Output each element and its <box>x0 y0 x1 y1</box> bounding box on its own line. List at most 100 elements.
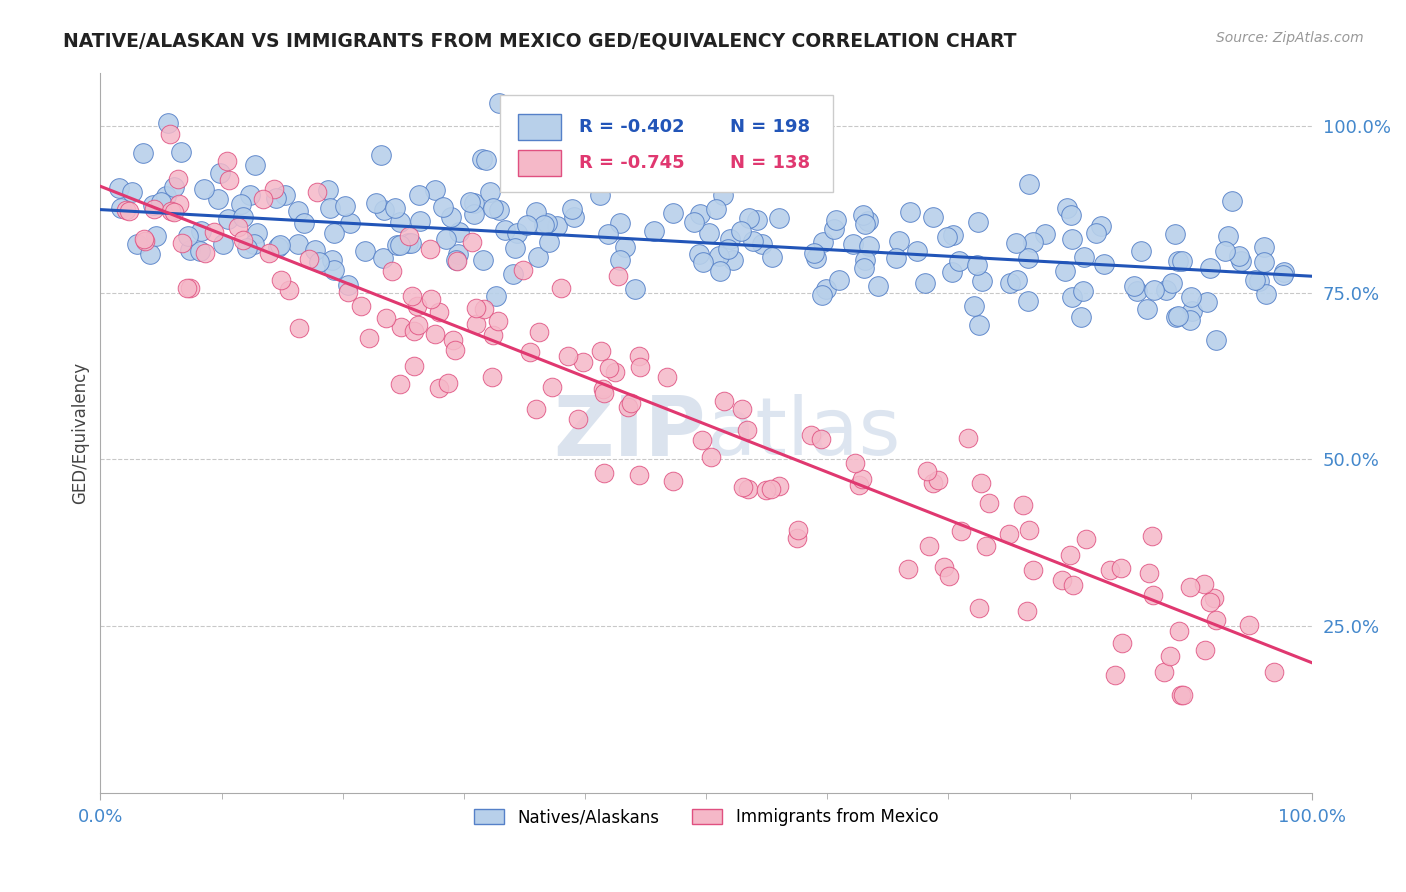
Point <box>1271 268 1294 283</box>
Point <box>429 305 451 319</box>
Point <box>145 228 167 243</box>
Point <box>519 345 541 359</box>
Point <box>524 401 547 416</box>
Point <box>1181 304 1204 318</box>
Point <box>1161 276 1184 290</box>
Point <box>1022 563 1045 577</box>
Point <box>813 235 835 249</box>
Point <box>617 400 640 414</box>
Point <box>607 269 630 284</box>
Point <box>1153 665 1175 679</box>
Point <box>263 182 285 196</box>
Point <box>969 600 991 615</box>
Point <box>731 401 754 416</box>
Point <box>844 456 866 470</box>
Point <box>208 166 231 180</box>
Point <box>267 239 290 253</box>
Point <box>897 562 920 576</box>
Point <box>239 188 262 202</box>
Point <box>371 251 394 265</box>
Point <box>949 524 972 538</box>
Point <box>485 289 508 303</box>
Point <box>707 249 730 263</box>
Point <box>596 227 619 241</box>
Point <box>384 201 406 215</box>
Point <box>1060 208 1083 222</box>
Point <box>190 244 212 258</box>
Point <box>627 350 650 364</box>
Point <box>298 252 321 266</box>
Y-axis label: GED/Equivalency: GED/Equivalency <box>72 362 89 504</box>
Point <box>803 246 825 260</box>
Point <box>463 195 485 210</box>
Point <box>974 539 997 553</box>
Point <box>257 246 280 260</box>
Point <box>308 255 330 269</box>
Point <box>721 253 744 268</box>
Point <box>1220 194 1243 208</box>
Point <box>139 247 162 261</box>
Point <box>159 203 181 218</box>
Point <box>359 330 381 344</box>
Point <box>851 472 873 486</box>
Point <box>589 187 612 202</box>
Point <box>339 216 361 230</box>
Point <box>704 202 727 216</box>
Point <box>170 235 193 250</box>
Point <box>373 203 395 218</box>
Point <box>804 251 827 265</box>
Point <box>709 264 731 278</box>
Point <box>541 380 564 394</box>
Point <box>970 274 993 288</box>
Point <box>546 219 568 234</box>
Point <box>321 253 343 268</box>
Point <box>503 241 526 255</box>
Point <box>1071 284 1094 298</box>
Point <box>550 281 572 295</box>
Point <box>108 180 131 194</box>
Point <box>125 237 148 252</box>
Point <box>786 531 808 545</box>
Point <box>409 214 432 228</box>
Point <box>278 283 301 297</box>
Point <box>1056 202 1078 216</box>
Point <box>193 182 215 196</box>
Point <box>423 327 446 342</box>
Point <box>1098 563 1121 577</box>
Point <box>434 232 457 246</box>
Point <box>1143 283 1166 297</box>
Point <box>236 241 259 255</box>
Point <box>800 427 823 442</box>
Point <box>853 217 876 231</box>
Text: ZIP: ZIP <box>554 392 706 474</box>
Point <box>700 450 723 464</box>
Point <box>858 238 880 252</box>
Point <box>440 210 463 224</box>
Point <box>458 194 481 209</box>
Point <box>246 226 269 240</box>
Point <box>572 354 595 368</box>
Point <box>768 479 790 493</box>
Point <box>1168 624 1191 638</box>
Point <box>427 381 450 395</box>
Point <box>401 289 423 303</box>
Point <box>389 377 412 392</box>
Point <box>176 281 198 295</box>
Point <box>624 283 647 297</box>
Point <box>464 301 486 315</box>
Point <box>598 361 620 376</box>
Point <box>1213 244 1236 258</box>
Point <box>179 243 201 257</box>
Point <box>162 179 184 194</box>
Point <box>529 325 551 339</box>
Point <box>217 153 239 168</box>
Point <box>481 370 503 384</box>
Point <box>1017 252 1039 266</box>
Point <box>921 210 943 224</box>
Point <box>1129 244 1152 258</box>
Point <box>322 226 344 240</box>
Point <box>745 213 768 227</box>
Point <box>533 218 555 232</box>
Point <box>561 202 583 216</box>
Point <box>446 253 468 268</box>
